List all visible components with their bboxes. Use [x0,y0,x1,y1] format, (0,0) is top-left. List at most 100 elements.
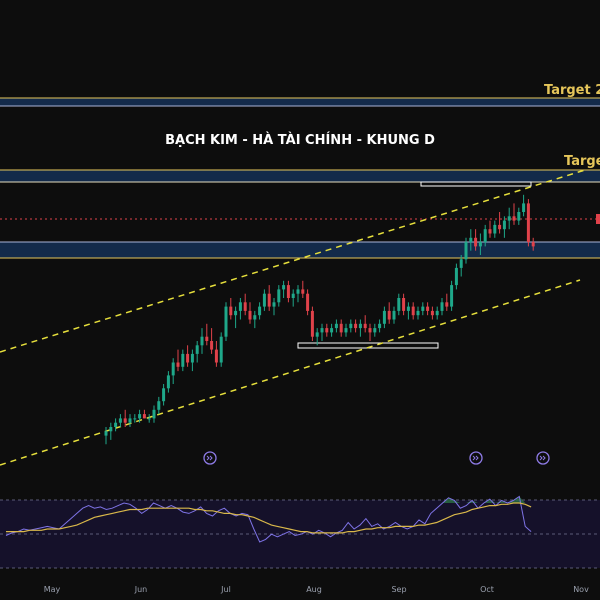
rsi-line [5,495,532,543]
candle-body [277,289,281,303]
trendline-upper [0,169,586,353]
candle [469,229,473,251]
event-icon [536,451,550,465]
x-tick-label: Sep [391,585,406,594]
candle [526,199,530,247]
candle-body [354,323,358,329]
candle [214,341,218,367]
candle-body [157,401,161,410]
target-zone [0,170,600,182]
candle [392,306,396,324]
candle-body [483,229,487,243]
candle [272,298,276,316]
candle [517,207,521,225]
candle-body [262,293,266,307]
x-axis: May Jun Jul Aug Sep Oct Nov [44,585,589,594]
rsi-pane [0,495,600,569]
candle [306,289,310,316]
candle-body [339,323,343,333]
candle-body [502,220,506,230]
candle [282,280,286,298]
candle-body [488,229,492,234]
candle [133,414,137,423]
candle [296,285,300,303]
event-icon [203,451,217,465]
candle-body [162,388,166,402]
candle [224,302,228,341]
candle [330,323,334,337]
target-2-label: Target 2 [544,83,600,98]
candle [378,319,382,333]
candle [210,328,214,354]
candle-body [142,414,146,419]
candle [435,306,439,320]
trendline-lower [0,279,581,466]
candle [368,323,372,341]
candle-body [416,310,420,316]
candle-body [469,237,473,243]
candle [430,306,434,320]
candle-body [392,310,396,320]
candle [229,298,233,320]
candle [315,328,319,346]
candle-body [459,259,463,268]
candle-body [382,310,386,324]
candle [118,414,122,427]
candle [291,289,295,307]
line-layer [0,169,586,466]
candle-body [224,306,228,337]
x-tick-label: Oct [480,585,494,594]
candle [402,293,406,316]
candle [238,298,242,320]
candle [344,323,348,337]
candle-body [214,349,218,363]
candle [325,323,329,337]
candle [478,233,482,255]
candle [512,203,516,225]
candle [138,409,142,423]
candle-body [186,353,190,363]
candle-body [210,341,214,350]
x-tick-label: Jun [134,585,148,594]
candle-body [315,332,319,337]
candle [373,323,377,337]
candle-body [229,306,233,316]
candle-body [445,302,449,307]
candle [109,422,113,440]
candle-body [243,302,247,311]
candle-body [421,306,425,311]
candle [310,306,314,341]
candle [243,293,247,316]
candle-body [464,242,468,260]
candle-body [526,203,530,243]
rsi-ma-line [6,502,532,534]
candle-body [109,427,113,432]
candle [219,332,223,367]
candle [195,341,199,363]
candle-body [426,306,430,311]
candle-body [507,216,511,221]
event-icon-chevrons [472,455,479,461]
candle-body [450,285,454,307]
candle [445,293,449,311]
candle-body [373,328,377,333]
candle [176,349,180,372]
candle-body [296,289,300,294]
candle-body [282,285,286,290]
candle-body [123,418,127,423]
candle-body [440,302,444,311]
candle-body [387,310,391,320]
candle [286,280,290,303]
icon-layer [203,451,550,465]
candle-body [402,298,406,311]
candle [248,302,252,324]
candle-body [474,237,478,247]
event-icon [469,451,483,465]
candle-body [267,293,271,307]
candle [320,323,324,341]
candle-body [330,328,334,333]
candle [406,302,410,320]
candle-body [291,293,295,298]
